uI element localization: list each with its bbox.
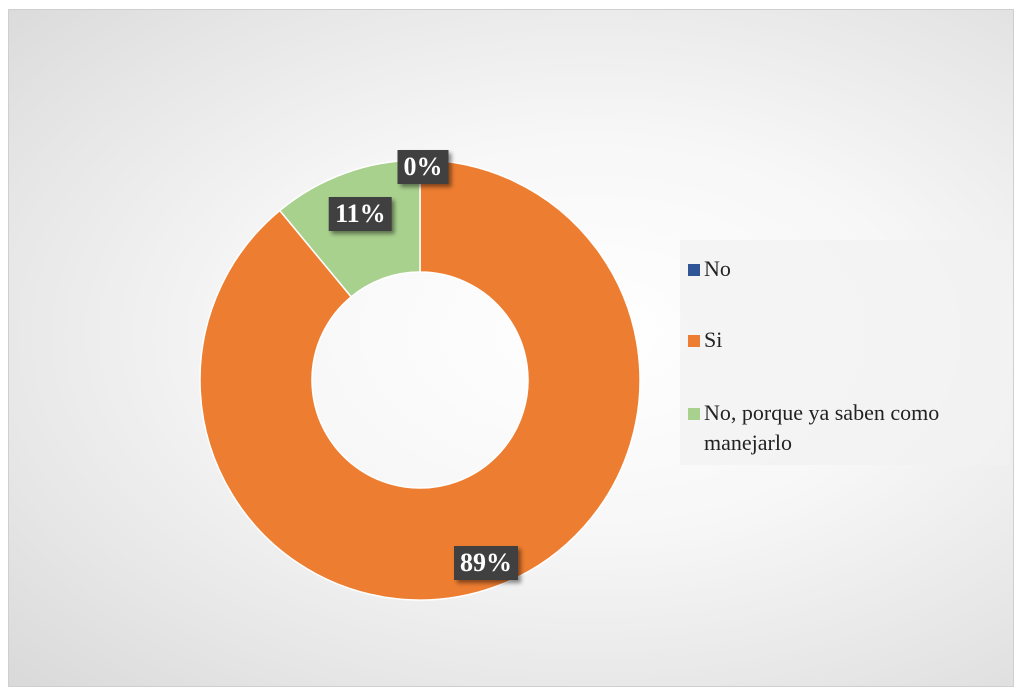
legend: No Si No, porque ya saben como manejarlo xyxy=(680,240,1010,465)
legend-swatch-si xyxy=(688,335,700,347)
legend-item-si: Si xyxy=(688,325,998,355)
data-label-no: 0% xyxy=(397,150,449,184)
data-label-si: 89% xyxy=(454,546,519,581)
legend-label-si: Si xyxy=(704,327,723,352)
legend-swatch-no-porque xyxy=(688,408,700,420)
data-label-no-porque: 11% xyxy=(329,197,392,232)
slice-si xyxy=(199,159,641,601)
legend-label-no: No xyxy=(704,256,731,281)
legend-item-no-porque: No, porque ya saben como manejarlo xyxy=(688,398,998,458)
legend-swatch-no xyxy=(688,264,700,276)
legend-item-no: No xyxy=(688,254,998,284)
legend-label-no-porque: No, porque ya saben como manejarlo xyxy=(704,400,940,455)
